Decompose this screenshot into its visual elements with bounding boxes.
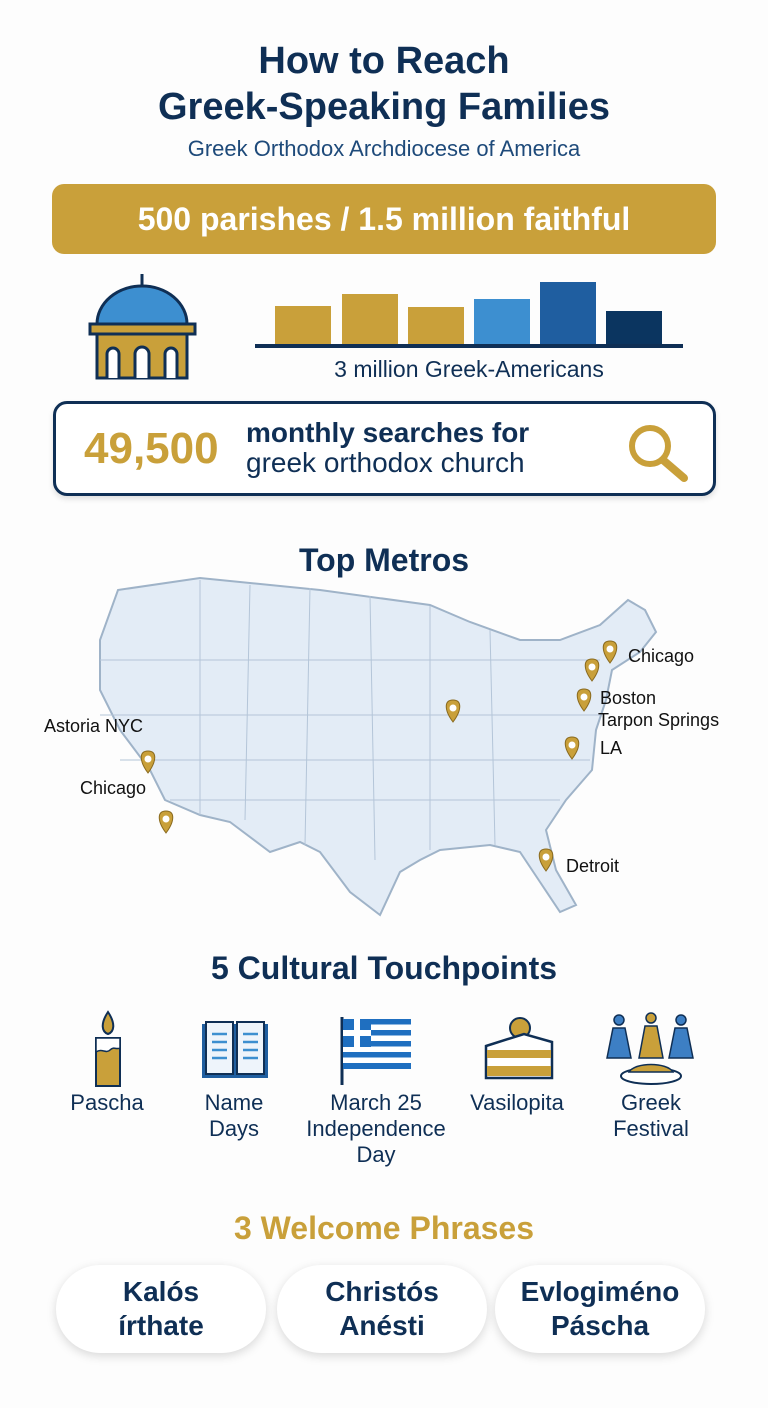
phrase-text: Evlogiméno xyxy=(520,1276,680,1307)
touchpoint-label: Vasilopita xyxy=(470,1090,564,1115)
greek-flag-icon xyxy=(340,1017,411,1085)
touchpoint-vasilopita: Vasilopita xyxy=(447,1090,587,1116)
search-count: 49,500 xyxy=(84,424,219,473)
dancers-icon xyxy=(606,1012,694,1085)
touchpoint-label: Days xyxy=(208,1116,260,1141)
population-bars xyxy=(255,280,683,348)
map-pin-icon xyxy=(140,750,156,774)
bar xyxy=(606,311,662,344)
search-line-1: monthly searches for xyxy=(246,417,530,448)
population-caption: 3 million Greek-Americans xyxy=(334,356,604,382)
map-pin-icon xyxy=(445,699,461,723)
map-pin-icon xyxy=(564,736,580,760)
touchpoints-title: 5 Cultural Touchpoints xyxy=(210,950,558,986)
phrases-title: 3 Welcome Phrases xyxy=(233,1210,534,1246)
touchpoint-label: Name xyxy=(204,1090,264,1115)
touchpoint-name-days: Name Days xyxy=(164,1090,304,1142)
map-pin-icon xyxy=(538,848,554,872)
bar xyxy=(474,299,530,344)
touchpoint-label: Day xyxy=(356,1142,396,1167)
phrase-pill: Evlogiméno Páscha xyxy=(495,1265,705,1353)
metros-title: Top Metros xyxy=(298,542,470,578)
candle-icon xyxy=(95,1010,121,1087)
phrase-text: írthate xyxy=(118,1310,204,1341)
bar xyxy=(540,282,596,344)
phrase-pill: Christós Anésti xyxy=(277,1265,487,1353)
metro-label: Detroit xyxy=(566,856,620,876)
touchpoint-label: March 25 xyxy=(330,1090,422,1115)
search-stat-box: 49,500 monthly searches for greek orthod… xyxy=(53,401,716,496)
stats-banner: 500 parishes / 1.5 million faithful xyxy=(52,184,716,254)
phrase-text: Christós xyxy=(325,1276,439,1307)
bar xyxy=(275,306,331,344)
phrase-text: Páscha xyxy=(550,1310,650,1341)
touchpoint-independence-day: March 25 Independence Day xyxy=(306,1090,446,1168)
phrase-text: Kalós xyxy=(122,1276,200,1307)
church-dome-icon xyxy=(88,274,197,380)
touchpoint-pascha: Pascha xyxy=(37,1090,177,1116)
title-line-2: Greek-Speaking Families xyxy=(158,86,610,128)
metro-label: Chicago xyxy=(628,646,695,666)
phrase-pill: Kalós írthate xyxy=(56,1265,266,1353)
title-line-1: How to Reach xyxy=(258,40,510,82)
touchpoint-label: Independence xyxy=(306,1116,446,1141)
magnifier-icon xyxy=(629,425,688,482)
touchpoint-label: Pascha xyxy=(70,1090,144,1115)
subtitle: Greek Orthodox Archdiocese of America xyxy=(187,136,581,161)
bar xyxy=(342,294,398,344)
search-line-2: greek orthodox church xyxy=(246,447,525,478)
search-text: monthly searches for greek orthodox chur… xyxy=(246,418,529,478)
touchpoint-label: Greek xyxy=(621,1090,681,1115)
map-pin-icon xyxy=(602,640,618,664)
map-pin-icon xyxy=(158,810,174,834)
map-pin-icon xyxy=(584,658,600,682)
metro-label: Astoria NYC xyxy=(44,716,144,736)
bar xyxy=(408,307,464,344)
metro-label: LA xyxy=(600,738,623,758)
touchpoint-greek-festival: Greek Festival xyxy=(581,1090,721,1142)
cake-icon xyxy=(484,1017,554,1080)
metro-label: Boston xyxy=(600,688,657,708)
phrase-text: Anésti xyxy=(339,1310,425,1341)
map-pin-icon xyxy=(576,688,592,712)
page-title: How to Reach Greek-Speaking Families xyxy=(0,38,768,130)
book-icon xyxy=(202,1021,268,1078)
metro-label: Chicago xyxy=(80,778,147,798)
touchpoint-label: Festival xyxy=(613,1116,689,1141)
metro-label: Tarpon Springs xyxy=(598,710,720,730)
